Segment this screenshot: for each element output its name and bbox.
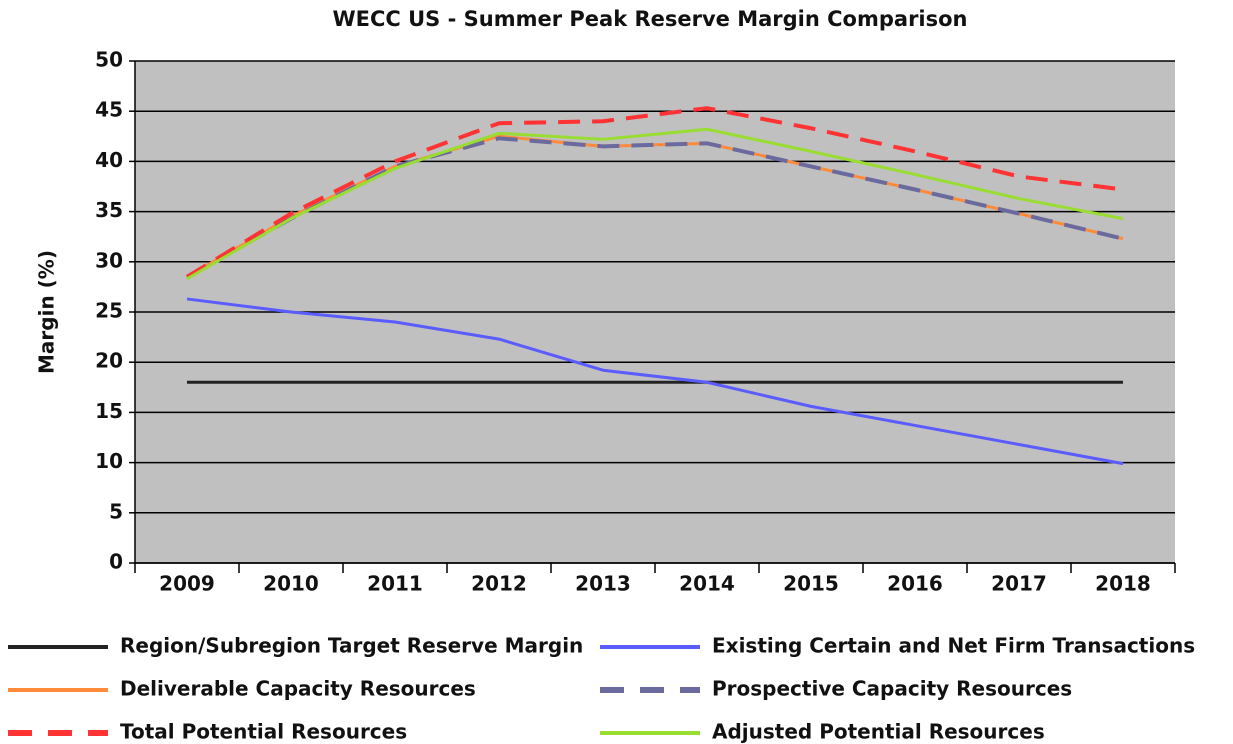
x-tick-label: 2009 — [159, 572, 215, 596]
y-tick-label: 25 — [95, 299, 123, 323]
series-line — [186, 297, 1124, 466]
legend-label: Region/Subregion Target Reserve Margin — [120, 634, 583, 658]
y-tick-label: 10 — [95, 449, 123, 473]
y-tick-label: 5 — [109, 499, 123, 523]
y-tick-label: 45 — [95, 98, 123, 122]
x-tick-label: 2014 — [679, 572, 735, 596]
y-tick-label: 35 — [95, 198, 123, 222]
legend-label: Adjusted Potential Resources — [712, 720, 1045, 744]
x-tick-label: 2012 — [471, 572, 527, 596]
legend-label: Prospective Capacity Resources — [712, 677, 1072, 701]
x-tick-label: 2017 — [991, 572, 1047, 596]
y-tick-label: 0 — [109, 550, 123, 574]
legend-label: Total Potential Resources — [120, 720, 407, 744]
x-tick-label: 2018 — [1095, 572, 1151, 596]
x-tick-label: 2016 — [887, 572, 943, 596]
legend-label: Existing Certain and Net Firm Transactio… — [712, 634, 1195, 658]
chart-title: WECC US - Summer Peak Reserve Margin Com… — [332, 7, 967, 31]
x-tick-label: 2013 — [575, 572, 631, 596]
y-tick-label: 40 — [95, 148, 123, 172]
y-axis-label: Margin (%) — [35, 250, 59, 374]
x-tick-label: 2010 — [263, 572, 319, 596]
series-line — [186, 127, 1124, 281]
legend-label: Deliverable Capacity Resources — [120, 677, 476, 701]
series-line — [185, 106, 1124, 279]
y-tick-label: 20 — [95, 349, 123, 373]
x-tick-label: 2015 — [783, 572, 839, 596]
x-tick-label: 2011 — [367, 572, 423, 596]
y-tick-label: 30 — [95, 248, 123, 272]
y-tick-label: 15 — [95, 399, 123, 423]
y-tick-label: 50 — [95, 48, 123, 72]
